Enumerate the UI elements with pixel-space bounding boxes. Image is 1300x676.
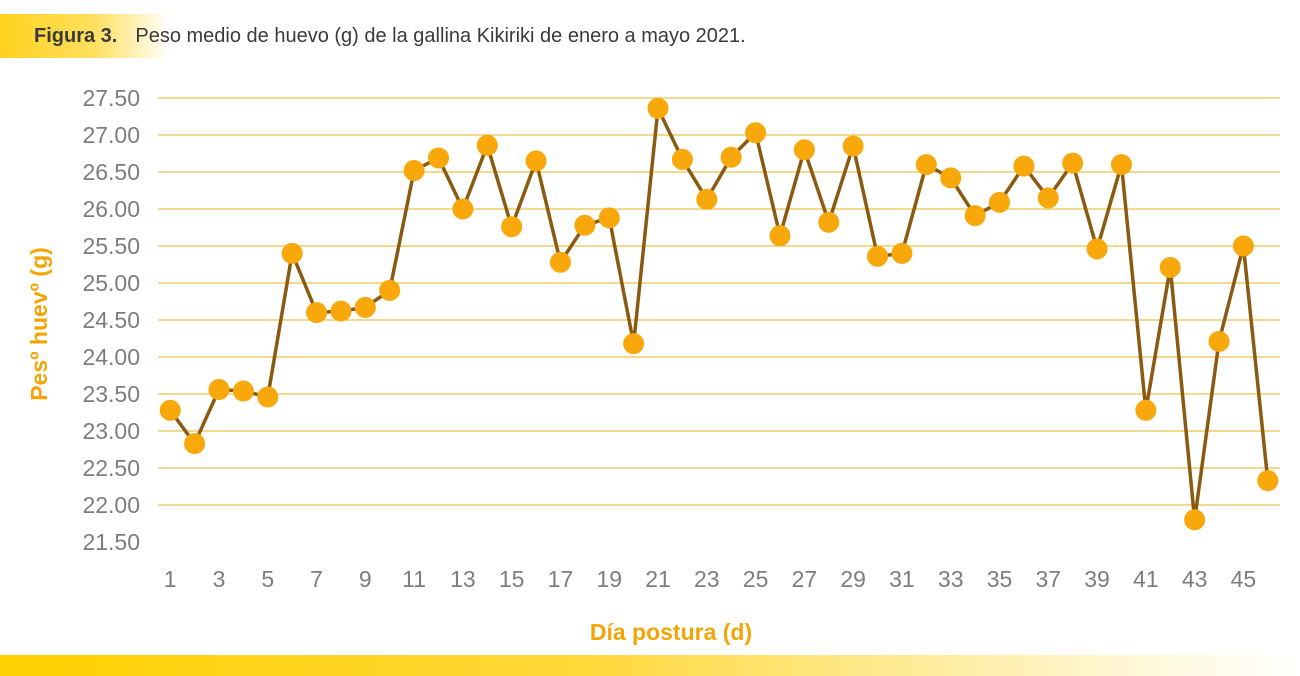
x-tick-label: 5	[261, 566, 274, 592]
series-line	[168, 106, 1270, 522]
data-point	[867, 245, 889, 267]
y-tick-label: 24.00	[82, 344, 140, 370]
x-tick-label: 3	[213, 566, 226, 592]
data-point	[940, 167, 962, 189]
x-tick-label: 13	[450, 566, 476, 592]
data-point	[574, 214, 596, 236]
data-point	[818, 211, 840, 233]
y-tick-label: 23.00	[82, 418, 140, 444]
data-point	[964, 205, 986, 227]
x-tick-label: 31	[889, 566, 915, 592]
figure-caption: Figura 3. Peso medio de huevo (g) de la …	[0, 14, 900, 58]
data-point	[1037, 187, 1059, 209]
x-tick-label: 1	[164, 566, 177, 592]
data-point	[720, 146, 742, 168]
x-tick-label: 17	[548, 566, 574, 592]
y-tick-label: 25.50	[82, 233, 140, 259]
y-tick-label: 22.00	[82, 492, 140, 518]
data-point	[598, 207, 620, 229]
data-point	[915, 154, 937, 176]
data-point	[306, 302, 328, 324]
data-point	[1135, 399, 1157, 421]
data-point	[403, 160, 425, 182]
data-point	[379, 279, 401, 301]
x-tick-label: 37	[1035, 566, 1061, 592]
y-axis-ticks: 21.50 22.00 22.50 23.00 23.50 24.00 24.50 25.00…	[82, 85, 140, 555]
x-tick-label: 9	[359, 566, 372, 592]
x-tick-label: 41	[1133, 566, 1159, 592]
data-point	[1208, 330, 1230, 352]
x-tick-label: 21	[645, 566, 671, 592]
x-tick-label: 7	[310, 566, 323, 592]
data-point	[745, 122, 767, 144]
y-tick-label: 22.50	[82, 455, 140, 481]
data-point	[1110, 154, 1132, 176]
data-point	[1232, 235, 1254, 257]
y-tick-label: 27.50	[82, 85, 140, 111]
data-point	[989, 191, 1010, 213]
y-tick-label: 27.00	[82, 122, 140, 148]
data-point	[1013, 155, 1035, 177]
x-axis-ticks: 1 3 5 7 9 11 13 15 17 19 21 23 25 27 29 31 33 35 37 39 41 43 4…	[164, 566, 1256, 592]
data-point	[208, 379, 230, 401]
x-tick-label: 29	[840, 566, 866, 592]
y-tick-label: 26.50	[82, 159, 140, 185]
x-tick-label: 39	[1084, 566, 1110, 592]
x-tick-label: 15	[499, 566, 525, 592]
data-point	[501, 216, 523, 238]
data-point	[1086, 238, 1108, 260]
y-tick-label: 26.00	[82, 196, 140, 222]
y-axis-title: Pesº huevº (g)	[26, 247, 52, 401]
data-point	[257, 386, 279, 408]
x-tick-label: 35	[987, 566, 1013, 592]
data-points	[159, 97, 1279, 531]
data-point	[281, 242, 303, 264]
caption-highlight	[0, 14, 170, 58]
y-tick-label: 24.50	[82, 307, 140, 333]
data-point	[1184, 509, 1206, 531]
data-point	[354, 296, 376, 318]
data-point	[696, 188, 718, 210]
x-tick-label: 11	[402, 566, 426, 592]
x-tick-label: 27	[792, 566, 818, 592]
x-tick-label: 25	[743, 566, 769, 592]
x-tick-label: 19	[596, 566, 622, 592]
data-point	[476, 134, 498, 156]
x-tick-label: 23	[694, 566, 720, 592]
x-tick-label: 43	[1182, 566, 1208, 592]
data-point	[671, 148, 693, 170]
data-point	[793, 139, 815, 161]
data-point	[549, 251, 571, 273]
data-point	[452, 198, 474, 220]
y-tick-label: 25.00	[82, 270, 140, 296]
data-point	[647, 97, 669, 119]
data-point	[891, 242, 913, 264]
data-point	[1257, 470, 1279, 492]
y-tick-label: 21.50	[82, 529, 140, 555]
data-point	[159, 399, 181, 421]
bottom-decorative-stripe	[0, 655, 1300, 676]
y-tick-label: 23.50	[82, 381, 140, 407]
data-point	[623, 333, 645, 355]
data-point	[525, 150, 547, 172]
data-point	[232, 380, 254, 402]
data-point	[428, 147, 449, 169]
gridlines	[158, 97, 1280, 506]
x-axis-title: Día postura (d)	[590, 619, 752, 645]
data-point	[769, 225, 791, 247]
x-tick-label: 45	[1231, 566, 1257, 592]
data-point	[842, 135, 864, 157]
x-tick-label: 33	[938, 566, 964, 592]
data-point	[1159, 256, 1181, 278]
data-point	[330, 300, 352, 322]
data-point	[184, 433, 206, 455]
figure-label: Figura 3.	[34, 24, 118, 47]
figure-caption-text: Peso medio de huevo (g) de la gallina Ki…	[135, 24, 746, 47]
data-point	[1062, 152, 1084, 174]
